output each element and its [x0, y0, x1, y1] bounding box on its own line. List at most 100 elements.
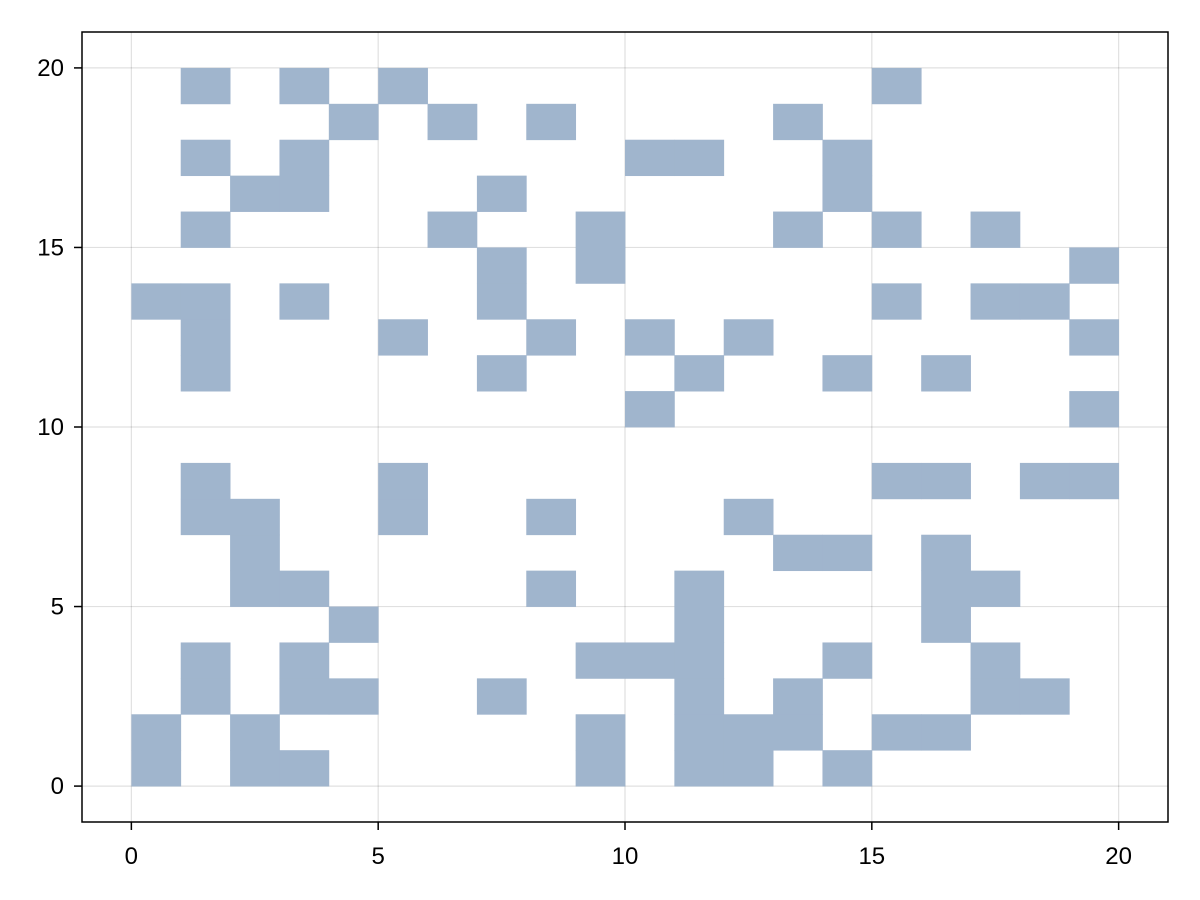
heatmap-cell — [723, 319, 774, 356]
heatmap-cell — [378, 67, 428, 105]
heatmap-cell — [921, 570, 971, 607]
heatmap-cell — [279, 175, 330, 212]
heatmap-cell — [279, 570, 330, 607]
heatmap-cell — [427, 103, 478, 141]
heatmap-cell — [674, 642, 725, 679]
heatmap-cell — [1019, 678, 1070, 715]
heatmap-cell — [230, 750, 280, 787]
heatmap-cell — [476, 175, 527, 212]
x-tick-label: 20 — [1105, 843, 1132, 870]
heatmap-cell — [575, 714, 626, 751]
heatmap-cell — [1069, 391, 1120, 428]
heatmap-cell — [575, 642, 626, 679]
heatmap-cell — [131, 283, 182, 320]
heatmap-cell — [378, 319, 428, 356]
heatmap-cell — [871, 211, 922, 248]
heatmap-cell — [180, 642, 231, 679]
heatmap-cell — [970, 642, 1021, 679]
heatmap-cell — [378, 498, 428, 536]
heatmap-cell — [970, 283, 1021, 320]
heatmap-cell — [476, 355, 527, 392]
heatmap-cell — [871, 283, 922, 320]
heatmap-cell — [625, 319, 675, 356]
heatmap-cell — [970, 570, 1021, 607]
heatmap-cell — [871, 462, 922, 500]
heatmap-cell — [131, 714, 182, 751]
heatmap-cell — [674, 570, 725, 607]
heatmap-cell — [476, 247, 527, 284]
heatmap-cell — [180, 355, 231, 392]
heatmap-cell — [328, 678, 379, 715]
heatmap-cell — [723, 750, 774, 787]
y-tick-label: 15 — [37, 234, 64, 261]
heatmap-cell — [180, 283, 231, 320]
y-tick-label: 20 — [37, 55, 64, 82]
heatmap-cell — [378, 462, 428, 500]
heatmap-cell — [822, 642, 873, 679]
heatmap-cell — [279, 678, 330, 715]
heatmap-cell — [180, 498, 231, 536]
heatmap-cell — [773, 714, 823, 751]
heatmap-cell — [230, 175, 280, 212]
heatmap-cell — [476, 678, 527, 715]
heatmap-cell — [822, 139, 873, 177]
heatmap-cell — [230, 714, 280, 751]
heatmap-cell — [625, 139, 675, 177]
heatmap-cell — [131, 750, 182, 787]
heatmap-cell — [871, 67, 922, 105]
heatmap-cell — [674, 139, 725, 177]
heatmap-cell — [575, 211, 626, 248]
y-tick-label: 10 — [37, 414, 64, 441]
heatmap-cell — [723, 714, 774, 751]
x-tick-label: 15 — [858, 843, 885, 870]
heatmap-cell — [180, 462, 231, 500]
heatmap-cell — [180, 319, 231, 356]
heatmap-cell — [822, 750, 873, 787]
heatmap-cell — [575, 247, 626, 284]
heatmap-cell — [1069, 247, 1120, 284]
heatmap-cell — [526, 319, 577, 356]
heatmap-cells — [131, 67, 1120, 787]
heatmap-cell — [921, 355, 971, 392]
heatmap-cell — [575, 750, 626, 787]
heatmap-cell — [773, 534, 823, 572]
x-tick-label: 10 — [612, 843, 639, 870]
heatmap-cell — [230, 570, 280, 607]
y-tick-label: 5 — [51, 594, 64, 621]
heatmap-cell — [822, 534, 873, 572]
heatmap-cell — [279, 139, 330, 177]
x-axis: 0 5 10 15 20 — [125, 822, 1132, 870]
heatmap-cell — [427, 211, 478, 248]
heatmap-cell — [674, 714, 725, 751]
heatmap-cell — [921, 714, 971, 751]
x-tick-label: 5 — [372, 843, 385, 870]
heatmap-cell — [279, 750, 330, 787]
heatmap-cell — [180, 678, 231, 715]
heatmap-cell — [674, 750, 725, 787]
heatmap-cell — [625, 391, 675, 428]
heatmap-cell — [822, 355, 873, 392]
heatmap-cell — [723, 498, 774, 536]
heatmap-cell — [1019, 283, 1070, 320]
heatmap-cell — [970, 211, 1021, 248]
heatmap-cell — [279, 283, 330, 320]
heatmap-cell — [1069, 462, 1120, 500]
heatmap-cell — [279, 67, 330, 105]
heatmap-cell — [871, 714, 922, 751]
y-axis: 0 5 10 15 20 — [37, 55, 82, 800]
heatmap-cell — [773, 678, 823, 715]
heatmap-cell — [921, 462, 971, 500]
heatmap-cell — [328, 103, 379, 141]
heatmap-cell — [230, 534, 280, 572]
heatmap-cell — [625, 642, 675, 679]
heatmap-cell — [526, 570, 577, 607]
heatmap-cell — [526, 498, 577, 536]
heatmap-cell — [180, 67, 231, 105]
heatmap-cell — [773, 211, 823, 248]
heatmap-cell — [970, 678, 1021, 715]
heatmap-cell — [476, 283, 527, 320]
heatmap-cell — [279, 642, 330, 679]
heatmap-cell — [230, 498, 280, 536]
heatmap-cell — [180, 139, 231, 177]
